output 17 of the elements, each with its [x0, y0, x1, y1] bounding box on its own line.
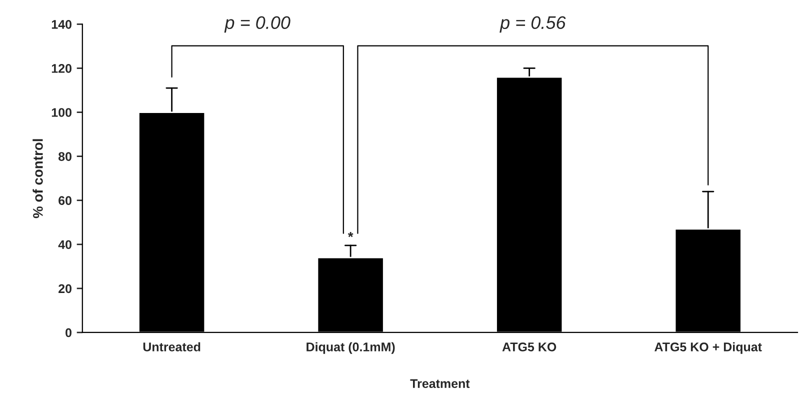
y-tick-label: 100 — [52, 108, 72, 117]
y-tick-label: 80 — [58, 152, 72, 161]
y-tick-label: 20 — [58, 284, 72, 294]
y-tick-label: 120 — [52, 64, 72, 73]
x-tick-label: Untreated — [143, 342, 200, 352]
x-tick-label: ATG5 KO — [502, 342, 556, 352]
y-tick-label: 140 — [52, 20, 72, 29]
annotation: p = 0.00 — [224, 16, 290, 33]
y-tick-label: 40 — [58, 240, 72, 250]
x-tick-label: Diquat (0.1mM) — [306, 342, 395, 354]
y-axis-title: % of control — [32, 139, 43, 218]
annotation: p = 0.56 — [500, 16, 566, 33]
y-tick-label: 60 — [58, 196, 72, 205]
y-tick-label: 0 — [66, 328, 72, 338]
x-tick-label: ATG5 KO + Diquat — [654, 342, 762, 354]
annotation: * — [348, 232, 354, 238]
x-axis-title: Treatment — [410, 379, 470, 388]
